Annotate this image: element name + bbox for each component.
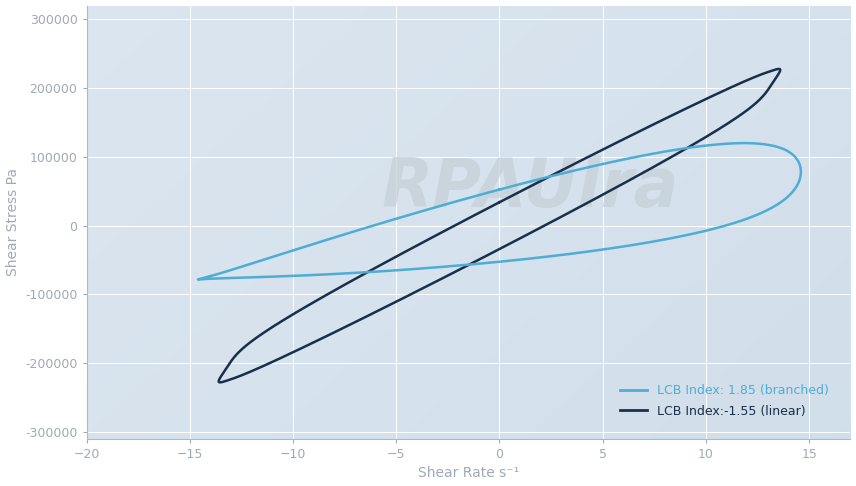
Legend: LCB Index: 1.85 (branched), LCB Index:-1.55 (linear): LCB Index: 1.85 (branched), LCB Index:-1… [605, 369, 844, 433]
X-axis label: Shear Rate s⁻¹: Shear Rate s⁻¹ [418, 467, 519, 481]
Text: RPAUlra: RPAUlra [382, 155, 679, 221]
Y-axis label: Shear Stress Pa: Shear Stress Pa [5, 168, 20, 276]
